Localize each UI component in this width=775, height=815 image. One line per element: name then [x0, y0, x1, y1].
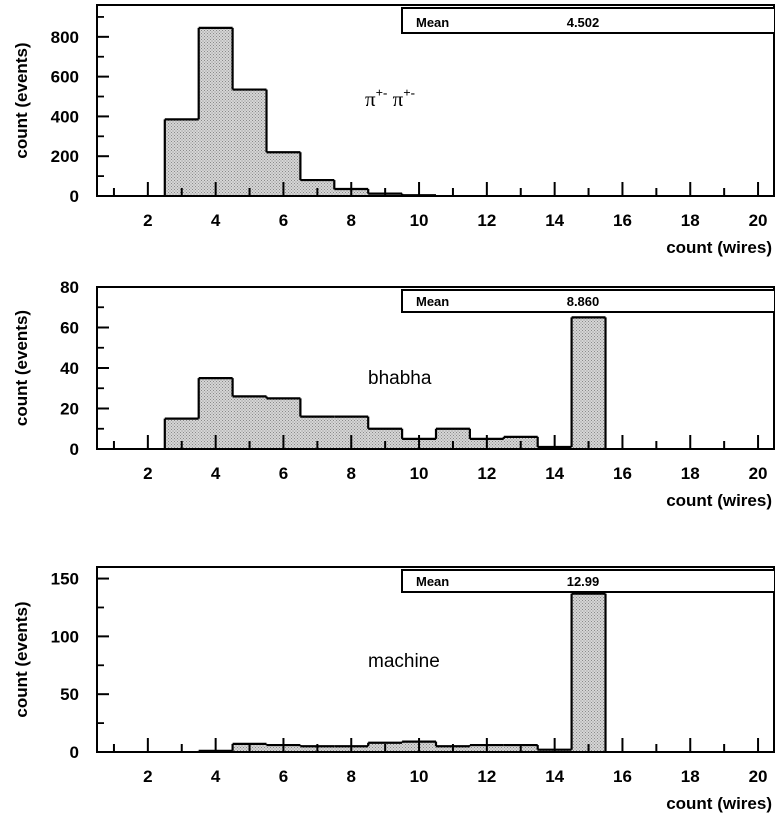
x-tick-label: 12 — [477, 767, 496, 786]
stats-mean-value: 12.99 — [567, 574, 600, 589]
x-tick-label: 12 — [477, 464, 496, 483]
annotation-label: machine — [368, 651, 440, 672]
x-tick-label: 18 — [681, 464, 700, 483]
x-tick-label: 16 — [613, 211, 632, 230]
x-tick-label: 18 — [681, 211, 700, 230]
stats-mean-value: 4.502 — [567, 15, 600, 30]
y-tick-label: 60 — [60, 319, 79, 338]
histogram-bar — [571, 317, 606, 449]
x-tick-label: 4 — [211, 464, 221, 483]
y-axis-title: count (events) — [12, 310, 31, 426]
x-tick-label: 2 — [143, 767, 152, 786]
x-tick-label: 8 — [347, 767, 356, 786]
x-axis-title: count (wires) — [666, 491, 772, 510]
y-axis-title: count (events) — [12, 601, 31, 717]
x-tick-label: 14 — [545, 767, 564, 786]
x-tick-label: 10 — [410, 767, 429, 786]
plot-frame — [96, 4, 775, 197]
stats-box — [401, 7, 775, 34]
y-tick-label: 0 — [70, 743, 79, 762]
stats-box — [401, 569, 775, 593]
x-tick-label: 20 — [749, 211, 768, 230]
x-tick-label: 10 — [410, 464, 429, 483]
histogram-bar — [436, 428, 470, 449]
histogram-bar — [164, 119, 199, 196]
x-tick-label: 20 — [749, 464, 768, 483]
stats-label: Mean — [416, 15, 449, 30]
stats-label: Mean — [416, 574, 449, 589]
histogram-bar — [198, 27, 233, 197]
x-axis-title: count (wires) — [666, 794, 772, 813]
x-tick-label: 2 — [143, 464, 152, 483]
x-tick-label: 6 — [279, 464, 288, 483]
y-tick-label: 100 — [51, 627, 79, 646]
panel-3: 2 4 6 8 10 12 14 16 18 20 0 50 100 150 count (events) c… — [12, 566, 775, 813]
y-axis-title: count (events) — [12, 42, 31, 158]
panel-2: 2 4 6 8 10 12 14 16 18 20 0 20 40 60 80 count (events) c… — [12, 278, 775, 510]
histogram-bar — [232, 89, 267, 196]
histogram-bar — [232, 396, 267, 449]
stats-mean-value: 8.860 — [567, 294, 600, 309]
x-tick-label: 6 — [279, 767, 288, 786]
y-tick-label: 20 — [60, 400, 79, 419]
x-tick-label: 8 — [347, 464, 356, 483]
y-tick-label: 150 — [51, 570, 79, 589]
x-tick-label: 18 — [681, 767, 700, 786]
annotation-label: bhabha — [368, 368, 432, 389]
x-tick-label: 10 — [410, 211, 429, 230]
y-tick-label: 80 — [60, 278, 79, 297]
y-tick-label: 400 — [51, 107, 79, 126]
x-tick-label: 2 — [143, 211, 152, 230]
x-tick-label: 16 — [613, 464, 632, 483]
y-tick-label: 800 — [51, 28, 79, 47]
histogram-bar — [571, 593, 606, 752]
annotation-label: π+- π+- — [365, 85, 415, 111]
x-axis-title: count (wires) — [666, 238, 772, 257]
y-tick-label: 0 — [70, 187, 79, 206]
x-tick-label: 14 — [545, 464, 564, 483]
x-tick-label: 8 — [347, 211, 356, 230]
y-tick-label: 40 — [60, 359, 79, 378]
y-tick-label: 50 — [60, 685, 79, 704]
x-tick-label: 14 — [545, 211, 564, 230]
stats-box — [401, 289, 775, 313]
x-tick-label: 4 — [211, 211, 221, 230]
x-tick-label: 20 — [749, 767, 768, 786]
x-tick-label: 4 — [211, 767, 221, 786]
y-tick-label: 0 — [70, 440, 79, 459]
histogram-bar — [368, 428, 403, 449]
stats-label: Mean — [416, 294, 449, 309]
x-tick-label: 6 — [279, 211, 288, 230]
y-tick-label: 600 — [51, 68, 79, 87]
y-tick-label: 200 — [51, 147, 79, 166]
x-tick-label: 16 — [613, 767, 632, 786]
plot-frame — [96, 566, 775, 753]
x-tick-label: 12 — [477, 211, 496, 230]
